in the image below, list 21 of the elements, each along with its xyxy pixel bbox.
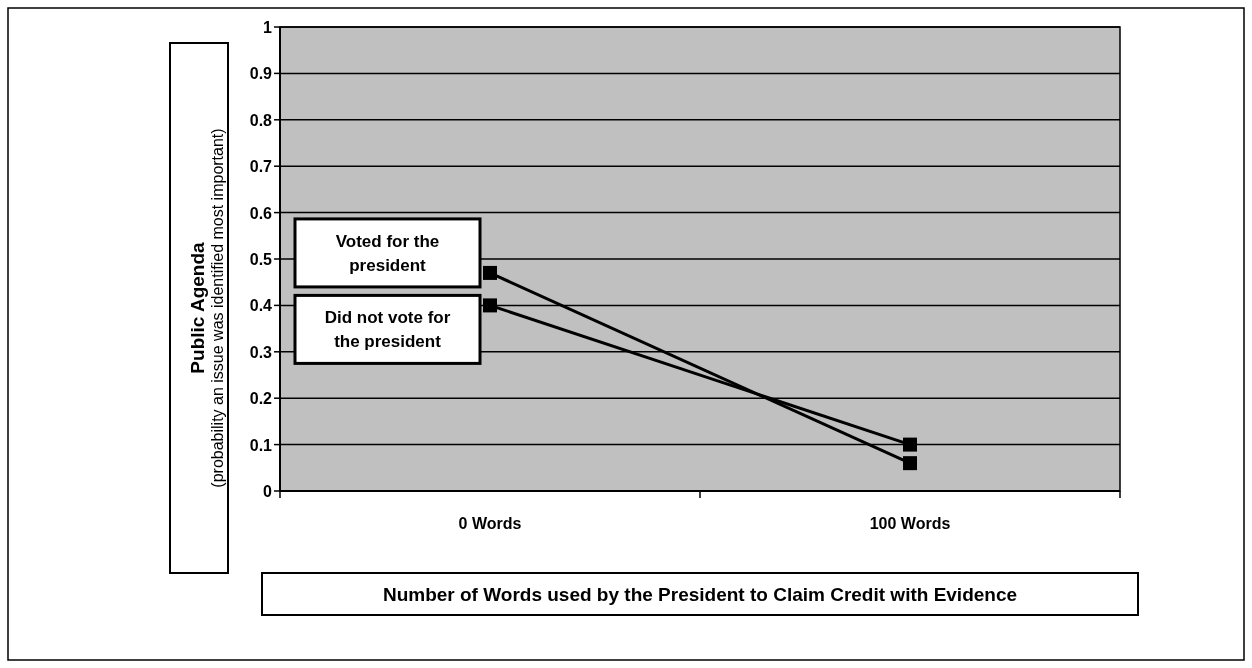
y-tick-label: 0.6 <box>249 204 273 222</box>
point <box>483 265 497 280</box>
x-tick-label: 0 Words <box>458 515 522 532</box>
y-axis-title: Public Agenda (probability an issue was identified most important) <box>187 128 226 488</box>
point <box>903 456 917 471</box>
point <box>483 298 497 313</box>
text: Voted for the president <box>335 231 440 275</box>
y-tick-label: 0.4 <box>249 297 273 315</box>
y-tick-label: 0.2 <box>249 390 273 408</box>
y-tick-label: 0.5 <box>249 251 273 268</box>
y-tick-label: 1 <box>263 19 273 36</box>
y-tick-label: 0.7 <box>249 158 273 176</box>
y-tick-label: 0.3 <box>249 343 273 361</box>
y-tick-label: 0.8 <box>249 111 273 129</box>
y-tick-label: 0 <box>263 483 273 500</box>
y-tick-label: 0.9 <box>249 65 273 83</box>
point <box>903 437 917 452</box>
x-axis-title: Number of Words used by the President to Claim Credit with Evidence <box>382 584 1018 605</box>
series-label: Did not vote for the president <box>324 308 451 352</box>
x-tick-label: 100 Words <box>869 515 951 532</box>
y-tick-label: 0.1 <box>249 436 273 454</box>
